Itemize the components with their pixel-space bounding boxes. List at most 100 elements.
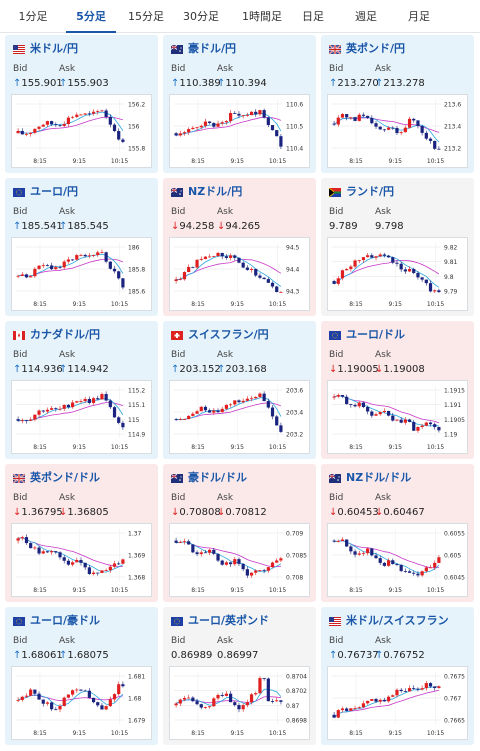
tab-1分足[interactable]: 1分足 xyxy=(18,10,48,23)
candle-up xyxy=(182,698,187,700)
mini-candlestick-chart[interactable]: 1.681 1.68 1.679 8:15 9:15 10:15 xyxy=(11,666,152,740)
y-tick-label: 186 xyxy=(128,245,140,252)
x-tick-label: 8:15 xyxy=(33,730,47,737)
candle-up xyxy=(16,130,20,134)
x-tick-label: 10:15 xyxy=(427,587,444,594)
mini-candlestick-chart[interactable]: 0.7675 0.767 0.7665 8:15 9:15 10:15 xyxy=(327,666,468,740)
mini-candlestick-chart[interactable]: 213.6 213.4 213.2 8:15 9:15 10:15 xyxy=(327,94,468,168)
arrow-up-icon: ↑ xyxy=(59,78,68,89)
arrow-up-icon: ↑ xyxy=(375,78,384,89)
y-tick-label: 213.4 xyxy=(444,124,461,131)
tab-週足[interactable]: 週足 xyxy=(355,10,377,23)
bid-label: Bid xyxy=(171,350,186,360)
candle-up xyxy=(336,278,340,284)
ask-value: ↑110.394 xyxy=(217,78,267,89)
candle-up xyxy=(366,700,370,704)
rate-card[interactable]: 豪ドル/ドル Bid Ask ↓0.70808 ↓0.70812 0.709 0.7085 0… xyxy=(163,464,316,602)
bid-label: Bid xyxy=(13,64,28,74)
rate-card[interactable]: 英ポンド/ドル Bid Ask ↓1.36795 ↓1.36805 1.37 1.369 1.… xyxy=(5,464,158,602)
candle-up xyxy=(378,412,382,415)
candle-down xyxy=(237,400,241,403)
candle-up xyxy=(336,540,340,542)
candle-up xyxy=(117,684,121,695)
candle-down xyxy=(279,425,283,432)
candle-down xyxy=(433,686,437,688)
candle-down xyxy=(370,548,374,556)
ask-value: ↓0.60467 xyxy=(375,507,425,518)
rate-card[interactable]: 豪ドル/円 Bid Ask ↑110.389 ↑110.394 110.6 110.5 110… xyxy=(163,35,316,173)
y-tick-label: 0.7675 xyxy=(444,674,465,681)
candle-down xyxy=(37,693,41,700)
mini-candlestick-chart[interactable]: 1.1915 1.191 1.1905 1.19 8:15 9:15 10:15 xyxy=(327,380,468,454)
mini-candlestick-chart[interactable]: 0.709 0.7085 0.708 8:15 9:15 10:15 xyxy=(169,523,310,597)
candle-up xyxy=(245,115,249,116)
rate-card[interactable]: ランド/円 Bid Ask 9.789 9.798 9.82 9.81 9.8 9.79 8:15… xyxy=(321,178,474,316)
pair-name: 英ポンド/円 xyxy=(346,42,406,55)
rate-card[interactable]: ユーロ/英ポンド Bid Ask 0.86989 0.86997 0.8704 0.8702… xyxy=(163,607,316,745)
bid-label: Bid xyxy=(171,207,186,217)
rate-card[interactable]: NZドル/ドル Bid Ask ↓0.60453 ↓0.60467 0.6055 0.605… xyxy=(321,464,474,602)
mini-candlestick-chart[interactable]: 186 185.8 185.6 8:15 9:15 10:15 xyxy=(11,237,152,311)
candle-up xyxy=(29,132,33,134)
mini-candlestick-chart[interactable]: 0.8704 0.8702 0.87 0.8698 8:15 9:15 10:15 xyxy=(169,666,310,740)
candle-down xyxy=(237,113,241,116)
x-tick-label: 8:15 xyxy=(349,301,363,308)
candle-down xyxy=(345,708,349,711)
rate-card[interactable]: カナダドル/円 Bid Ask ↑114.936 ↑114.942 115.2 115.1 1… xyxy=(5,321,158,459)
mini-candlestick-chart[interactable]: 156.2 156 155.8 8:15 9:15 10:15 xyxy=(11,94,152,168)
tab-30分足[interactable]: 30分足 xyxy=(183,10,219,23)
ask-value-text: 114.942 xyxy=(67,364,109,375)
candle-down xyxy=(262,110,266,118)
candle-down xyxy=(24,420,29,422)
rate-card[interactable]: NZドル/円 Bid Ask ↓94.258 ↓94.265 94.5 94.4 94.3 8:… xyxy=(163,178,316,316)
candle-down xyxy=(420,277,424,280)
bid-value-text: 1.36795 xyxy=(21,507,63,518)
rate-card[interactable]: ユーロ/円 Bid Ask ↑185.541 ↑185.545 186 185.8 185.6… xyxy=(5,178,158,316)
mini-candlestick-chart[interactable]: 0.6055 0.605 0.6045 8:15 9:15 10:15 xyxy=(327,523,468,597)
tab-1時間足[interactable]: 1時間足 xyxy=(242,10,282,23)
candle-up xyxy=(174,703,178,706)
candle-up xyxy=(258,110,262,115)
candle-down xyxy=(58,267,62,268)
rate-card[interactable]: ユーロ/ドル Bid Ask ↓1.19005 ↓1.19008 1.1915 1.191 1… xyxy=(321,321,474,459)
candle-down xyxy=(117,563,121,565)
mini-candlestick-chart[interactable]: 115.2 115.1 115 114.9 8:15 9:15 10:15 xyxy=(11,380,152,454)
tab-5分足[interactable]: 5分足 xyxy=(66,0,116,33)
tab-月足[interactable]: 月足 xyxy=(408,10,430,23)
y-tick-label: 115.2 xyxy=(128,388,145,395)
rate-card[interactable]: スイスフラン/円 Bid Ask ↑203.152 ↑203.168 203.6 203.4… xyxy=(163,321,316,459)
ma-fast-line xyxy=(334,395,439,427)
y-tick-label: 0.709 xyxy=(286,531,303,538)
candle-down xyxy=(212,123,216,127)
candle-down xyxy=(233,113,237,114)
mini-candlestick-chart[interactable]: 203.6 203.4 203.2 8:15 9:15 10:15 xyxy=(169,380,310,454)
flag-us-icon xyxy=(329,616,341,626)
arrow-down-icon: ↓ xyxy=(171,507,180,518)
tab-日足[interactable]: 日足 xyxy=(302,10,324,23)
candle-up xyxy=(58,706,62,710)
candle-down xyxy=(332,123,336,125)
mini-candlestick-chart[interactable]: 9.82 9.81 9.8 9.79 8:15 9:15 10:15 xyxy=(327,237,468,311)
arrow-down-icon: ↓ xyxy=(329,507,338,518)
mini-candlestick-chart[interactable]: 1.37 1.369 1.368 8:15 9:15 10:15 xyxy=(11,523,152,597)
rate-card[interactable]: 米ドル/円 Bid Ask ↑155.901 ↑155.903 156.2 156 155.8… xyxy=(5,35,158,173)
candle-up xyxy=(174,279,178,281)
candle-down xyxy=(203,406,208,411)
candle-down xyxy=(83,690,87,692)
rate-card[interactable]: ユーロ/豪ドル Bid Ask ↑1.68061 ↑1.68075 1.681 1.68 1.… xyxy=(5,607,158,745)
candle-down xyxy=(54,124,58,126)
rate-card[interactable]: 英ポンド/円 Bid Ask ↑213.270 ↑213.278 213.6 213.4 21… xyxy=(321,35,474,173)
mini-candlestick-chart[interactable]: 94.5 94.4 94.3 8:15 9:15 10:15 xyxy=(169,237,310,311)
candle-down xyxy=(104,252,108,262)
tab-15分足[interactable]: 15分足 xyxy=(128,10,164,23)
mini-candlestick-chart[interactable]: 110.6 110.5 110.4 8:15 9:15 10:15 xyxy=(169,94,310,168)
ask-label: Ask xyxy=(217,493,234,503)
candle-up xyxy=(254,396,258,399)
y-tick-label: 203.6 xyxy=(286,388,303,395)
y-tick-label: 0.8702 xyxy=(286,688,307,695)
bid-value: ↑213.270 xyxy=(329,78,379,89)
bid-label: Bid xyxy=(329,493,344,503)
rate-card[interactable]: 米ドル/スイスフラン Bid Ask ↑0.76737 ↑0.76752 0.7675 0.… xyxy=(321,607,474,745)
candle-up xyxy=(366,548,370,554)
y-tick-label: 115.1 xyxy=(128,402,145,409)
